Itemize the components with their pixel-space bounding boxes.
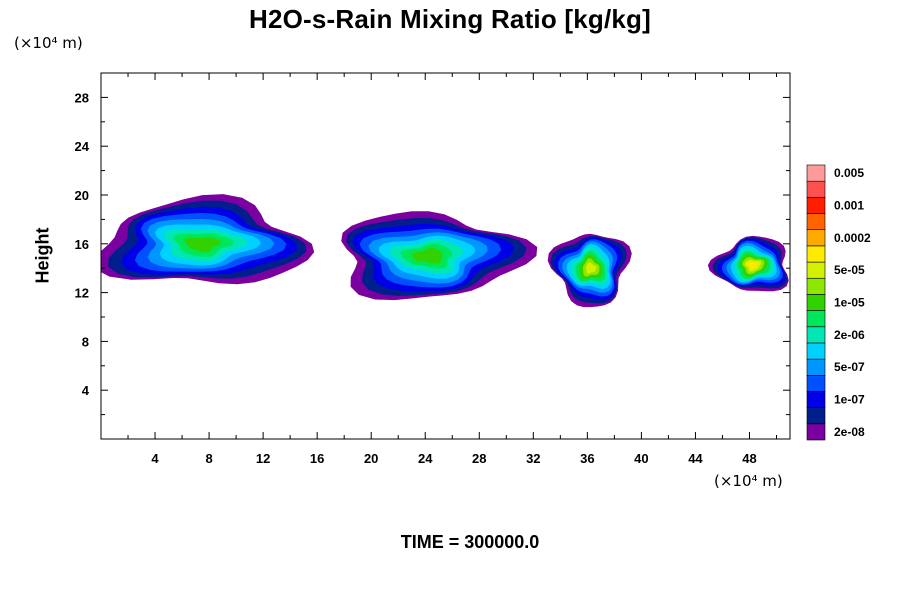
colorbar-swatch <box>806 277 826 295</box>
x-axis-unit: (×10⁴ m) <box>714 472 783 490</box>
colorbar-label: 1e-07 <box>834 393 865 407</box>
colorbar-swatch <box>806 245 826 263</box>
x-tick-label: 20 <box>364 451 378 466</box>
colorbar-swatch <box>806 423 826 441</box>
x-tick-label: 32 <box>526 451 540 466</box>
y-tick-label: 8 <box>82 334 89 349</box>
colorbar-swatch <box>806 261 826 279</box>
colorbar-label: 1e-05 <box>834 296 865 310</box>
x-tick-label: 8 <box>205 451 212 466</box>
colorbar-label: 0.005 <box>834 166 864 180</box>
y-tick-label: 24 <box>75 139 90 154</box>
colorbar-swatch <box>806 310 826 328</box>
y-tick-label: 20 <box>75 188 89 203</box>
colorbar-label: 5e-07 <box>834 360 865 374</box>
x-tick-label: 28 <box>472 451 486 466</box>
colorbar-swatch <box>806 294 826 311</box>
colorbar-swatch <box>806 213 826 231</box>
rain-field-layer <box>101 194 789 308</box>
colorbar-label: 2e-06 <box>834 328 865 342</box>
x-tick-label: 4 <box>151 451 159 466</box>
colorbar-swatch <box>806 229 826 247</box>
colorbar-swatch <box>806 164 826 182</box>
rain-field-contour <box>586 262 597 274</box>
colorbar-label: 5e-05 <box>834 263 865 277</box>
x-tick-label: 12 <box>256 451 270 466</box>
colorbar-label: 0.001 <box>834 198 864 212</box>
colorbar-swatch <box>806 326 826 344</box>
y-tick-label: 4 <box>82 383 90 398</box>
y-tick-label: 16 <box>75 237 89 252</box>
x-tick-label: 44 <box>688 451 703 466</box>
y-tick-label: 28 <box>75 90 89 105</box>
rain-field-contour <box>184 237 221 253</box>
y-tick-label: 12 <box>75 286 89 301</box>
colorbar-swatch <box>806 180 826 198</box>
colorbar-label: 0.0002 <box>834 231 871 245</box>
chart-title: H2O-s-Rain Mixing Ratio [kg/kg] <box>248 4 651 34</box>
colorbar-swatch <box>806 342 826 360</box>
x-tick-label: 24 <box>418 451 433 466</box>
colorbar-swatch <box>806 391 826 408</box>
rain-field-contour <box>747 261 758 270</box>
colorbar: 2e-08 1e-07 5e-07 2e-06 1e-05 5e-05 0.0002 0.00… <box>806 164 871 441</box>
x-tick-label: 48 <box>742 451 756 466</box>
plot-frame <box>100 72 791 440</box>
colorbar-swatch <box>806 197 826 214</box>
x-tick-label: 36 <box>580 451 594 466</box>
colorbar-swatch <box>806 407 826 425</box>
time-label: TIME = 300000.0 <box>400 532 540 552</box>
y-axis-unit: (×10⁴ m) <box>14 34 83 52</box>
colorbar-label: 2e-08 <box>834 425 865 439</box>
colorbar-swatch <box>806 374 826 392</box>
x-tick-label: 16 <box>310 451 324 466</box>
rain-field-contour <box>411 247 443 264</box>
x-tick-label: 40 <box>634 451 648 466</box>
colorbar-swatch <box>806 358 826 376</box>
